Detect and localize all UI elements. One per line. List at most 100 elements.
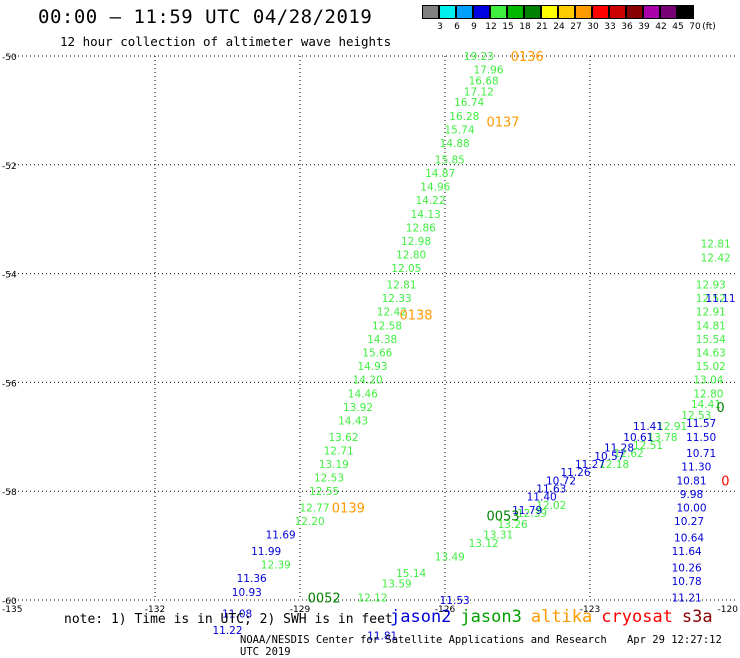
wave-height-value: 12.86 [406,222,436,234]
scale-label: 30 [587,22,599,32]
wave-height-value: 14.88 [440,138,470,150]
wave-height-value: 12.33 [382,293,412,305]
wave-height-value: 12.91 [696,307,726,319]
units-note: note: 1) Time is in UTC; 2) SWH is in fe… [64,612,393,627]
wave-height-value: 15.74 [444,124,474,136]
wave-height-value: 12.42 [701,252,731,264]
scale-swatch [643,5,660,19]
pass-time-label: 0139 [332,502,365,517]
pass-time-label: 0 [716,401,724,416]
scale-swatch [490,5,507,19]
wave-height-value: 12.20 [295,516,325,528]
satellite-label-cryosat: cryosat [601,607,673,627]
x-tick-label: -120 [718,605,739,615]
wave-height-value: 10.93 [232,587,262,599]
y-tick-label: -58 [2,488,17,498]
pass-time-label: 0 [721,474,729,489]
satellite-label-altika: altika [530,607,593,627]
wave-height-value: 12.18 [599,459,629,471]
wave-height-value: 13.49 [435,551,465,563]
wave-height-value: 12.62 [614,448,644,460]
satellite-legend: jason2 jason3 altika cryosat s3a [390,607,722,627]
wave-height-value: 14.22 [415,195,445,207]
wave-height-value: 11.99 [251,546,281,558]
wave-height-value: 12.52 [696,293,726,305]
wave-height-value: 13.04 [693,375,723,387]
wave-height-value: 12.51 [633,440,663,452]
scale-label: 18 [519,22,531,32]
scale-label: 27 [570,22,582,32]
scale-label: 6 [454,22,460,32]
wave-height-value: 12.53 [681,410,711,422]
wave-height-value: 11.21 [672,592,702,604]
wave-height-value: 11.36 [237,573,267,585]
wave-height-value: 12.58 [372,320,402,332]
scale-swatch [439,5,456,19]
pass-time-label: 0137 [486,115,519,130]
wave-height-value: 13.12 [469,538,499,550]
scale-label: 39 [638,22,650,32]
y-tick-label: -52 [2,162,17,172]
y-tick-label: -50 [2,53,17,63]
wave-height-value: 11.30 [681,462,711,474]
wave-height-value: 14.43 [338,415,368,427]
x-tick-label: -129 [290,605,311,615]
wave-height-value: 11.22 [212,625,242,637]
scale-label: 70 [689,22,701,32]
scale-label: 3 [437,22,443,32]
scale-swatch [507,5,524,19]
y-tick-label: -54 [2,271,17,281]
wave-height-value: 12.55 [309,486,339,498]
x-tick-label: -126 [435,605,456,615]
wave-height-value: 16.68 [469,75,499,87]
wave-height-value: 13.19 [319,459,349,471]
scale-label: 9 [471,22,477,32]
wave-height-value: 15.85 [435,154,465,166]
wave-height-value: 15.02 [696,361,726,373]
wave-height-value: 19.23 [464,51,494,63]
wave-height-value: 14.41 [691,399,721,411]
satellite-label-jason2: jason2 [390,607,452,627]
wave-height-value: 14.20 [353,375,383,387]
wave-height-value: 10.57 [594,451,624,463]
satellite-label-s3a: s3a [681,607,713,627]
scale-swatch [473,5,490,19]
wave-height-value: 10.26 [672,562,702,574]
scale-swatch [558,5,575,19]
scale-label: 33 [604,22,616,32]
wave-height-value: 11.69 [266,530,296,542]
wave-height-value: 11.81 [367,630,397,642]
wave-height-value: 12.42 [377,307,407,319]
scale-swatch [592,5,609,19]
wave-height-value: 10.27 [674,516,704,528]
wave-height-value: 10.78 [672,576,702,588]
wave-height-value: 10.61 [623,432,653,444]
wave-height-value: 9.98 [680,489,703,501]
wave-height-value: 12.80 [396,250,426,262]
wave-height-value: 11.79 [512,505,542,517]
wave-height-value: 13.78 [647,432,677,444]
scale-swatch [541,5,558,19]
wave-height-value: 11.27 [575,459,605,471]
scale-swatch [660,5,677,19]
wave-height-value: 11.26 [560,467,590,479]
wave-height-value: 11.40 [527,492,557,504]
wave-height-value: 15.54 [696,334,726,346]
pass-time-label: 0138 [399,308,432,323]
wave-height-value: 10.64 [674,532,704,544]
wave-height-value: 15.66 [362,347,392,359]
wave-height-value: 12.93 [696,279,726,291]
wave-height-value: 10.00 [676,503,706,515]
wave-height-value: 12.12 [357,592,387,604]
satellite-label-jason3: jason3 [460,607,522,627]
wave-height-value: 11.28 [604,443,634,455]
scale-swatch [677,5,694,19]
x-tick-label: -132 [145,605,165,615]
wave-height-value: 12.53 [314,473,344,485]
wave-height-value: 10.71 [686,448,716,460]
wave-height-value: 10.81 [676,475,706,487]
wave-height-value: 14.93 [357,361,387,373]
scale-label: 24 [553,22,565,32]
wave-height-value: 12.80 [693,388,723,400]
